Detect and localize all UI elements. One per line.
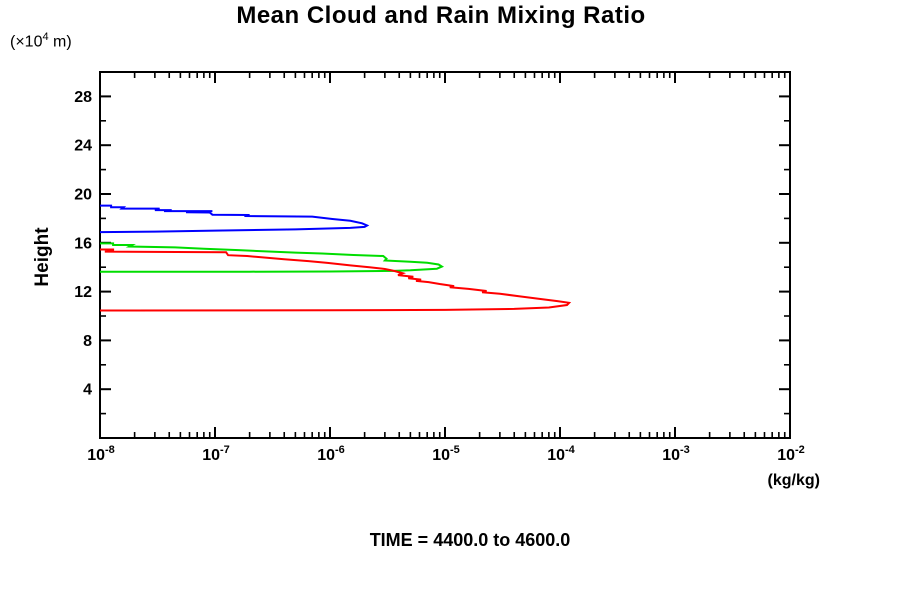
series-line-blue-profile [99,204,370,234]
y-axis-title: Height [32,227,53,287]
x-tick-label: 10-5 [432,444,460,464]
y-axis-unit-label: (×104 m) [10,31,72,51]
axis-ticks [100,72,790,438]
x-tick-label: 10-2 [777,444,805,464]
x-tick-label: 10-6 [317,444,345,464]
chart-title: Mean Cloud and Rain Mixing Ratio [236,2,646,29]
y-unit-suffix: m) [48,33,72,51]
x-axis-tick-labels: 10-8 10-7 10-6 10-5 10-4 10-3 10-2 [87,444,805,464]
series-line-green-profile [99,242,445,273]
y-tick-label: 28 [74,89,92,106]
y-tick-label: 20 [74,187,92,204]
plot-frame [99,71,791,439]
y-tick-label: 4 [83,382,92,399]
x-tick-label: 10-4 [547,444,575,464]
y-unit-exponent: 4 [42,31,49,43]
x-tick-label: 10-7 [202,444,230,464]
x-axis-unit-label: (kg/kg) [767,472,820,489]
y-axis-tick-labels: 4 8 12 16 20 24 28 [74,89,92,399]
y-tick-label: 8 [83,333,92,350]
series-line-red-profile [99,248,572,312]
y-tick-label: 24 [74,138,92,155]
y-unit-prefix: (×10 [10,33,43,51]
x-tick-label: 10-8 [87,444,115,464]
time-caption: TIME = 4400.0 to 4600.0 [369,530,571,550]
x-tick-label: 10-3 [662,444,690,464]
y-tick-label: 16 [74,235,92,252]
y-tick-label: 12 [74,284,92,301]
